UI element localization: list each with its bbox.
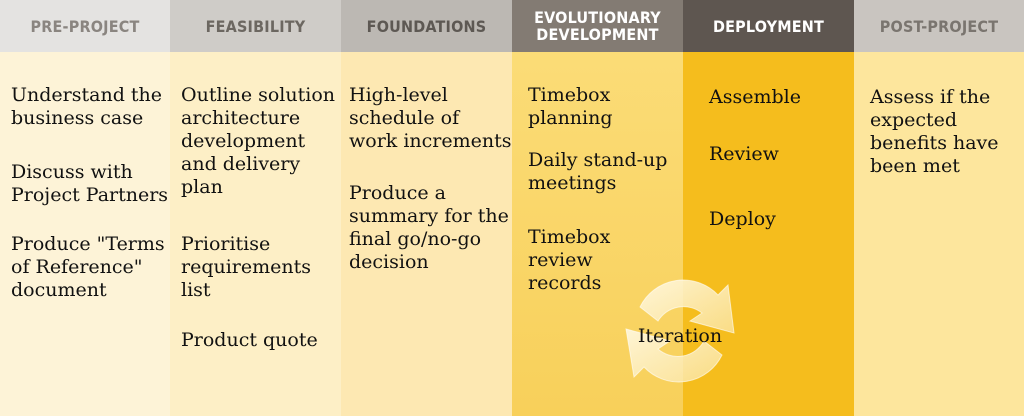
phase-header-post-project: POST-PROJECT: [854, 0, 1024, 52]
iteration-label: Iteration: [637, 325, 723, 347]
activity-item: Produce a summary for the final go/no-go…: [349, 182, 509, 273]
activity-item: Outline solution architecture developmen…: [181, 84, 336, 198]
iteration-cycle: Iteration: [600, 255, 760, 405]
phase-body-foundations: [341, 52, 512, 416]
activity-item: Product quote: [181, 329, 318, 351]
phase-pre-project: PRE-PROJECT Understand the business case…: [0, 0, 170, 416]
phase-header-pre-project: PRE-PROJECT: [0, 0, 170, 52]
phase-header-feasibility: FEASIBILITY: [170, 0, 341, 52]
circular-arrows-icon: [625, 279, 735, 383]
activity-item: Review: [709, 143, 779, 165]
activity-item: Assemble: [709, 86, 801, 108]
phase-body-post-project: [854, 52, 1024, 416]
activity-item: Understand the business case: [11, 84, 163, 129]
activity-item: Discuss with Project Partners: [11, 161, 169, 206]
activity-item: Prioritise requirements list: [181, 233, 312, 301]
activity-item: Deploy: [709, 208, 776, 230]
phase-feasibility: FEASIBILITY Outline solution architectur…: [170, 0, 341, 416]
activity-item: Produce "Terms of Reference" document: [11, 233, 165, 301]
activity-item: Assess if the expected benefits have bee…: [870, 86, 999, 177]
phase-body-feasibility: [170, 52, 341, 416]
activity-item: Daily stand-up meetings: [528, 149, 668, 194]
phase-header-foundations: FOUNDATIONS: [341, 0, 512, 52]
activity-item: Timebox planning: [528, 84, 613, 129]
phase-header-deployment: DEPLOYMENT: [683, 0, 854, 52]
phase-post-project: POST-PROJECT Assess if the expected bene…: [854, 0, 1024, 416]
activity-item: High-level schedule of work increments: [349, 84, 512, 152]
activity-item: Timebox review records: [528, 226, 611, 294]
phase-body-pre-project: [0, 52, 170, 416]
phase-foundations: FOUNDATIONS High-level schedule of work …: [341, 0, 512, 416]
phase-header-evolutionary-development: EVOLUTIONARY DEVELOPMENT: [512, 0, 683, 52]
